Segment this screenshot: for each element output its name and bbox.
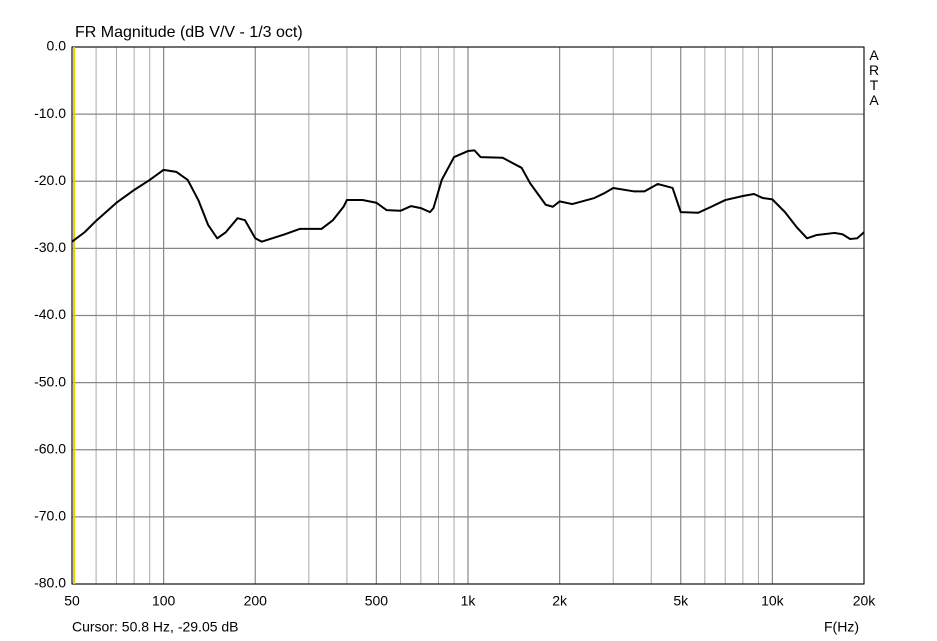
x-tick-label: 2k xyxy=(552,593,568,609)
y-tick-label: 0.0 xyxy=(47,38,67,54)
y-tick-label: -10.0 xyxy=(34,105,66,121)
y-tick-label: -20.0 xyxy=(34,172,66,188)
cursor-readout: Cursor: 50.8 Hz, -29.05 dB xyxy=(72,619,239,635)
chart-title: FR Magnitude (dB V/V - 1/3 oct) xyxy=(75,24,303,41)
y-tick-label: -40.0 xyxy=(34,306,66,322)
x-tick-label: 500 xyxy=(365,593,389,609)
x-tick-label: 1k xyxy=(461,593,477,609)
y-tick-label: -70.0 xyxy=(34,508,66,524)
y-tick-label: -50.0 xyxy=(34,373,66,389)
x-axis-label: F(Hz) xyxy=(824,619,859,635)
x-tick-label: 100 xyxy=(152,593,176,609)
x-tick-label: 5k xyxy=(673,593,689,609)
x-tick-label: 10k xyxy=(761,593,785,609)
x-tick-label: 50 xyxy=(64,593,80,609)
y-tick-label: -30.0 xyxy=(34,239,66,255)
y-tick-label: -80.0 xyxy=(34,575,66,591)
watermark: ARTA xyxy=(869,47,880,108)
x-tick-label: 200 xyxy=(244,593,268,609)
response-curve xyxy=(71,149,865,243)
x-tick-label: 20k xyxy=(853,593,877,609)
plot-border xyxy=(71,46,865,585)
y-tick-label: -60.0 xyxy=(34,440,66,456)
